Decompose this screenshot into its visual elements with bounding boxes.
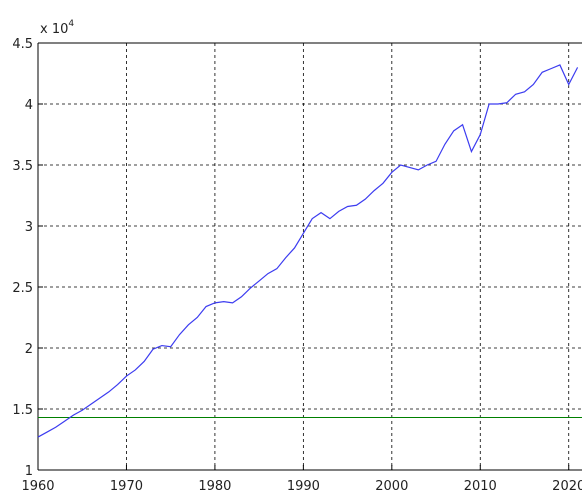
y-tick-label: 4 <box>25 98 33 113</box>
x-tick-label: 2000 <box>375 479 408 494</box>
y-tick-label: 4.5 <box>12 37 33 52</box>
x-tick-label: 1970 <box>110 479 143 494</box>
y-tick-label: 3 <box>25 220 33 235</box>
y-tick-label: 1.5 <box>12 403 33 418</box>
data-line <box>37 64 579 438</box>
y-tick-label: 3.5 <box>12 159 33 174</box>
x-tick-label: 1990 <box>287 479 320 494</box>
y-multiplier-base: x 10 <box>40 22 68 37</box>
x-tick-label: 1960 <box>21 479 54 494</box>
x-tick-label: 2020 <box>552 479 582 494</box>
y-tick-label: 1 <box>25 464 33 479</box>
x-tick-label: 2010 <box>464 479 497 494</box>
y-multiplier: x 104 <box>40 19 74 37</box>
y-tick-label: 2.5 <box>12 281 33 296</box>
y-multiplier-exponent: 4 <box>68 19 74 29</box>
x-tick-label: 1980 <box>198 479 231 494</box>
y-tick-label: 2 <box>25 342 33 357</box>
